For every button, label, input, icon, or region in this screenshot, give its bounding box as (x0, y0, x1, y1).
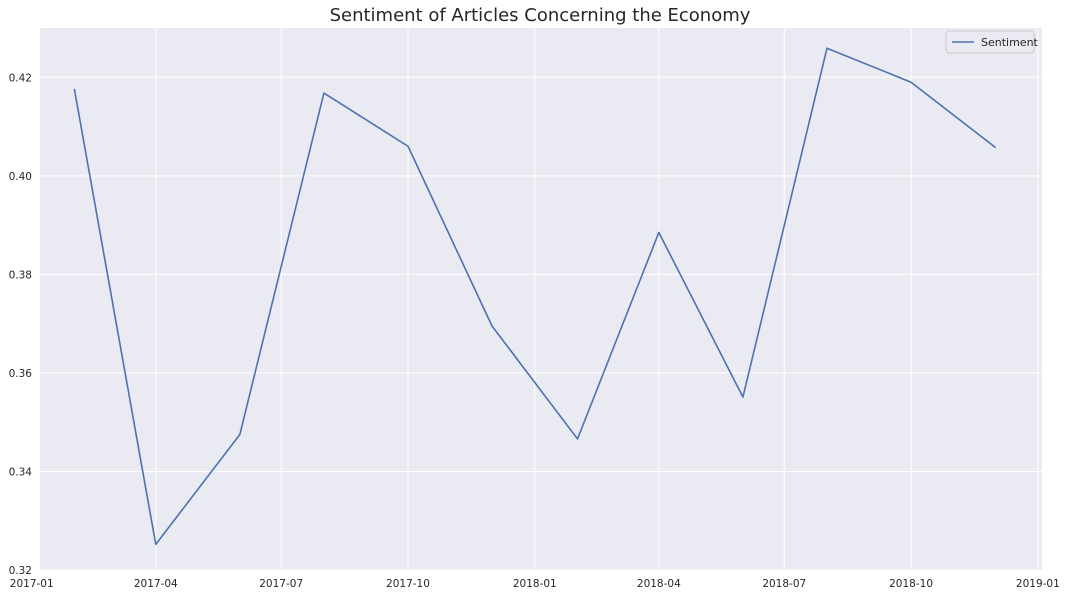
data-point (994, 146, 997, 149)
y-axis: 0.32 0.34 0.36 0.38 0.40 0.42 (9, 72, 33, 577)
data-point (238, 433, 241, 436)
legend-box (945, 30, 1035, 54)
data-point (910, 81, 913, 84)
y-tick-label: 0.42 (9, 72, 32, 84)
data-point (741, 396, 744, 399)
y-tick-label: 0.36 (9, 368, 33, 380)
x-tick-label: 2018-10 (889, 578, 933, 590)
legend-label-sentiment: Sentiment (981, 36, 1039, 49)
data-point (491, 325, 494, 328)
x-gridlines (31, 28, 1039, 570)
y-tick-label: 0.40 (9, 171, 32, 183)
x-tick-label: 2018-07 (762, 578, 806, 590)
chart-title: Sentiment of Articles Concerning the Eco… (330, 5, 751, 26)
data-point (576, 437, 579, 440)
x-tick-label: 2017-01 (10, 578, 54, 590)
x-tick-label: 2017-10 (386, 578, 430, 590)
x-tick-label: 2017-04 (134, 578, 178, 590)
y-gridlines (40, 76, 1042, 571)
series-line-sentiment (73, 47, 996, 546)
x-tick-label: 2017-07 (259, 578, 303, 590)
data-point (322, 92, 325, 95)
data-point (154, 543, 157, 546)
x-axis: 2017-01 2017-04 2017-07 2017-10 2018-01 2018-… (10, 578, 1060, 590)
x-tick-label: 2018-01 (513, 578, 557, 590)
legend: Sentiment (945, 30, 1039, 54)
data-point (73, 88, 76, 91)
data-point (825, 47, 828, 50)
plot-area (40, 28, 1042, 570)
data-point (657, 231, 660, 234)
y-tick-label: 0.38 (9, 269, 32, 281)
series-layer (73, 47, 997, 546)
x-tick-label: 2018-04 (637, 578, 681, 590)
y-tick-label: 0.32 (9, 565, 32, 577)
data-point (406, 145, 409, 148)
x-tick-label: 2019-01 (1016, 578, 1060, 590)
y-tick-label: 0.34 (9, 466, 33, 478)
